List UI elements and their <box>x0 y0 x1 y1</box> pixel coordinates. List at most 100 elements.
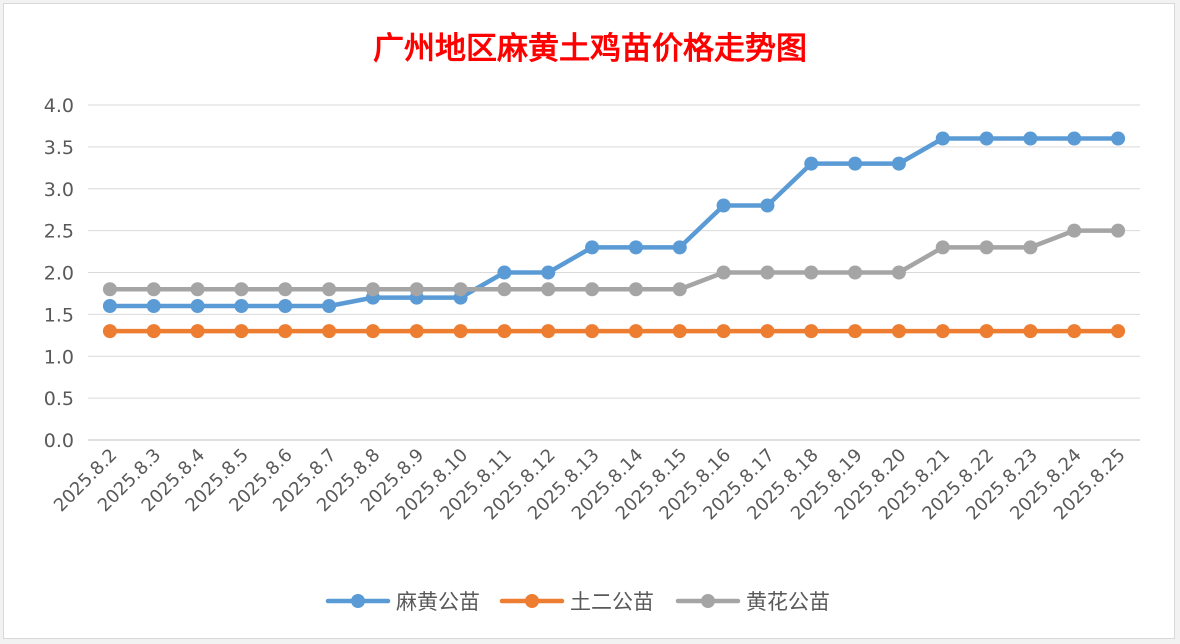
data-point <box>234 324 249 339</box>
data-point <box>716 198 731 213</box>
data-point <box>804 324 819 339</box>
data-point <box>672 324 687 339</box>
legend-marker <box>701 594 715 608</box>
data-point <box>146 324 161 339</box>
data-point <box>979 240 994 255</box>
legend-label: 土二公苗 <box>570 590 654 614</box>
series-lines <box>102 131 1126 339</box>
data-point <box>891 265 906 280</box>
data-point <box>1111 324 1126 339</box>
data-point <box>190 299 205 313</box>
data-point <box>365 282 380 297</box>
data-point <box>979 324 994 339</box>
data-point <box>497 324 512 339</box>
data-point <box>1111 223 1126 238</box>
data-point <box>322 324 337 339</box>
data-point <box>935 240 950 255</box>
line-chart: 广州地区麻黄土鸡苗价格走势图 0.0 0.5 1.0 1.5 2.0 2.5 3.0 3.5 4… <box>44 31 1140 614</box>
y-tick-label: 0.5 <box>44 388 74 410</box>
y-tick-label: 2.0 <box>44 263 74 285</box>
y-tick-label: 1.5 <box>44 304 74 326</box>
data-point <box>760 324 775 339</box>
data-point <box>804 156 819 171</box>
data-point <box>672 282 687 297</box>
data-point <box>278 324 293 339</box>
legend: 麻黄公苗 土二公苗 黄花公苗 <box>325 590 830 614</box>
legend-item: 土二公苗 <box>499 590 654 614</box>
data-point <box>585 240 600 255</box>
data-point <box>979 131 994 146</box>
data-point <box>541 324 556 339</box>
data-point <box>1067 131 1082 146</box>
data-point <box>848 265 863 280</box>
data-point <box>1067 324 1082 339</box>
data-point <box>1023 131 1038 146</box>
data-point <box>234 299 249 313</box>
y-tick-label: 3.5 <box>44 137 74 159</box>
chart-title: 广州地区麻黄土鸡苗价格走势图 <box>373 31 807 67</box>
data-point <box>190 282 205 297</box>
data-point <box>935 131 950 146</box>
legend-marker <box>351 594 365 608</box>
data-point <box>541 282 556 297</box>
data-point <box>848 324 863 339</box>
data-point <box>409 324 424 339</box>
data-point <box>453 282 468 297</box>
data-point <box>497 282 512 297</box>
data-point <box>497 265 512 280</box>
legend-marker <box>525 594 539 608</box>
data-point <box>891 324 906 339</box>
y-tick-label: 0.0 <box>44 430 74 452</box>
data-point <box>146 282 161 297</box>
data-point <box>935 324 950 339</box>
data-point <box>716 324 731 339</box>
data-point <box>234 282 249 297</box>
series-group <box>102 223 1126 297</box>
data-point <box>278 299 293 313</box>
legend-item: 麻黄公苗 <box>325 590 480 614</box>
data-point <box>760 265 775 280</box>
series-group <box>102 324 1126 339</box>
data-point <box>146 299 161 313</box>
gridlines <box>88 104 1140 441</box>
data-point <box>102 282 117 297</box>
data-point <box>891 156 906 171</box>
data-point <box>365 324 380 339</box>
series-line <box>107 228 1121 292</box>
x-axis: 2025.8.22025.8.32025.8.42025.8.52025.8.6… <box>50 445 1130 525</box>
data-point <box>541 265 556 280</box>
data-point <box>1067 223 1082 238</box>
data-point <box>716 265 731 280</box>
data-point <box>628 324 643 339</box>
series-line <box>107 136 1121 309</box>
data-point <box>278 282 293 297</box>
series-group <box>102 131 1126 313</box>
data-point <box>322 282 337 297</box>
data-point <box>760 198 775 213</box>
data-point <box>628 282 643 297</box>
y-tick-label: 2.5 <box>44 221 74 243</box>
data-point <box>453 324 468 339</box>
data-point <box>102 299 117 313</box>
legend-item: 黄花公苗 <box>675 590 830 614</box>
data-point <box>322 299 337 313</box>
data-point <box>1023 240 1038 255</box>
data-point <box>672 240 687 255</box>
data-point <box>585 282 600 297</box>
data-point <box>628 240 643 255</box>
y-axis: 0.0 0.5 1.0 1.5 2.0 2.5 3.0 3.5 4.0 <box>44 95 74 452</box>
y-tick-label: 1.0 <box>44 346 74 368</box>
y-tick-label: 3.0 <box>44 179 74 201</box>
legend-label: 麻黄公苗 <box>396 590 480 614</box>
data-point <box>409 282 424 297</box>
data-point <box>585 324 600 339</box>
data-point <box>1023 324 1038 339</box>
y-tick-label: 4.0 <box>44 95 74 117</box>
data-point <box>190 324 205 339</box>
data-point <box>848 156 863 171</box>
data-point <box>804 265 819 280</box>
chart-area: 广州地区麻黄土鸡苗价格走势图 0.0 0.5 1.0 1.5 2.0 2.5 3.0 3.5 4… <box>3 3 1175 639</box>
legend-label: 黄花公苗 <box>746 590 830 614</box>
data-point <box>1111 131 1126 146</box>
data-point <box>102 324 117 339</box>
